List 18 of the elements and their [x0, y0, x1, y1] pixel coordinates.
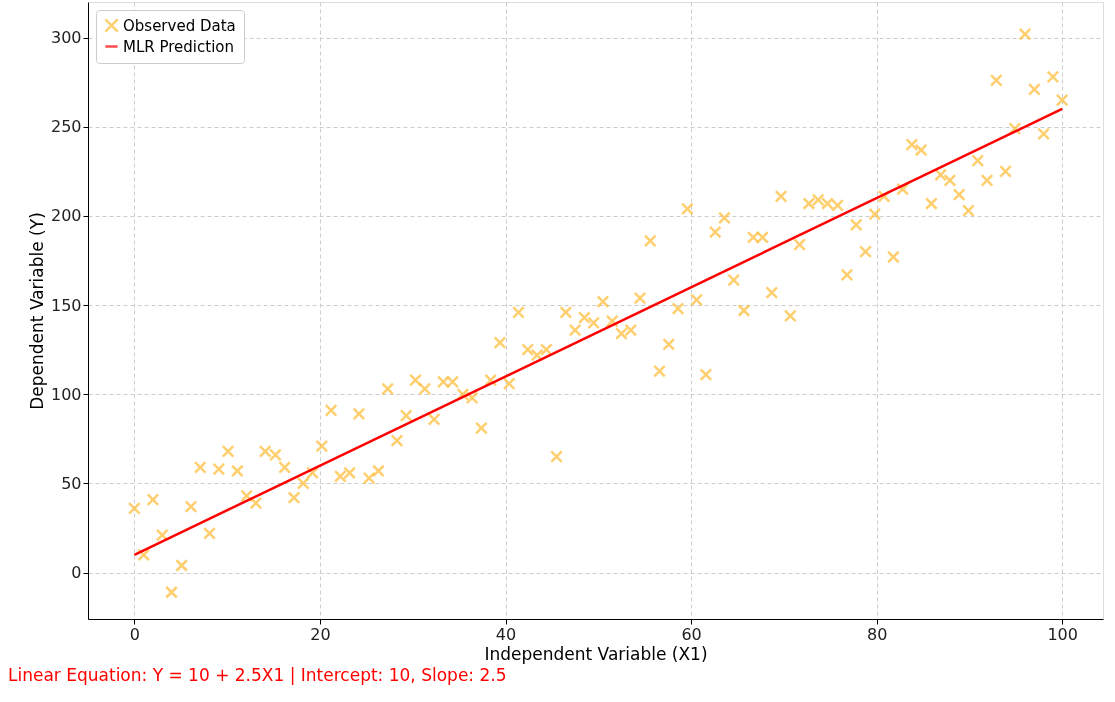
text: Linear Equation: Y = 10 + 2.5X1 | Intercept: 10, Slope: 2.5: [8, 665, 507, 685]
y-tick-label: 0: [71, 563, 82, 583]
y-tick-label: 250: [50, 117, 82, 137]
y-axis-title: Dependent Variable (Y): [26, 212, 47, 410]
x-tick-label: 100: [1047, 624, 1078, 644]
x-tick-label: 60: [681, 624, 702, 644]
legend-label: Observed Data: [123, 16, 236, 35]
y-tick-label: 150: [50, 295, 82, 315]
x-tick-label: 0: [129, 624, 140, 644]
x-tick-label: 80: [866, 624, 888, 644]
y-tick-label: 100: [50, 384, 82, 404]
x-axis-title: Independent Variable (X1): [484, 643, 708, 664]
y-tick-label: 200: [50, 206, 82, 226]
y-tick-label: 300: [50, 28, 82, 48]
x-tick-label: 20: [310, 624, 331, 644]
y-tick-label: 50: [61, 473, 82, 493]
legend-label: MLR Prediction: [123, 37, 235, 56]
x-tick-label: 40: [495, 624, 517, 644]
